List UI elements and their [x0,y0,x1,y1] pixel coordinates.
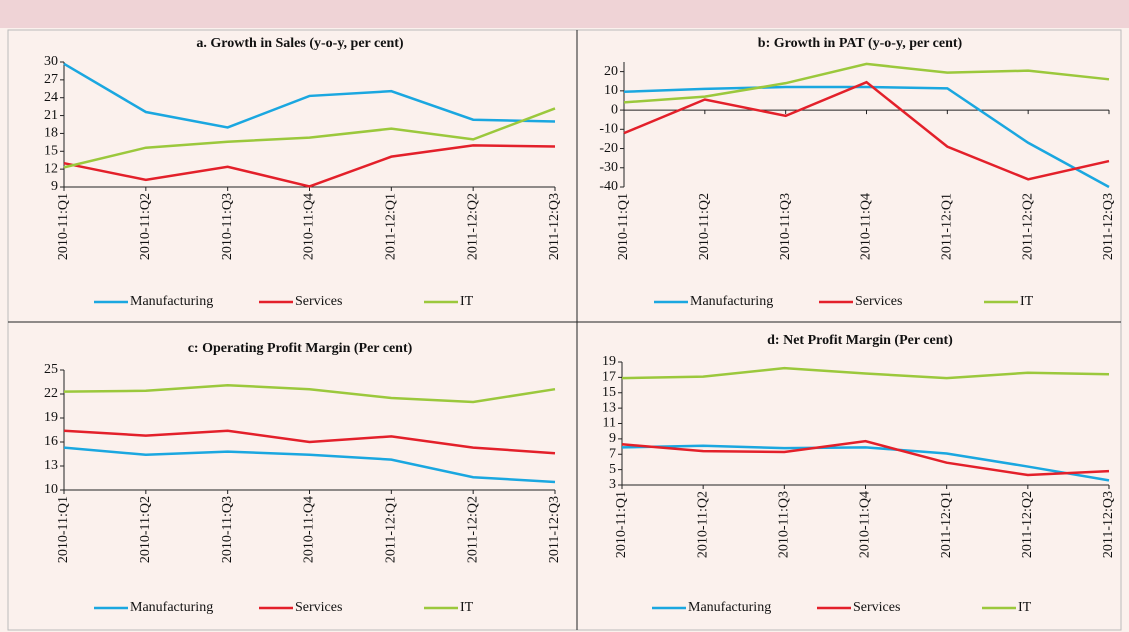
x-tick-label: 2011-12:Q3 [547,496,562,563]
x-tick-label: 2010-11:Q1 [56,193,71,260]
series-line [623,85,1110,189]
legend-label: IT [1018,600,1032,615]
y-tick-label: 10 [44,482,58,497]
chart-title: a. Growth in Sales (y-o-y, per cent) [196,36,403,51]
x-tick-label: 2010-11:Q4 [858,491,873,558]
y-tick-label: 24 [44,90,58,105]
y-tick-label: 11 [603,416,616,431]
x-tick-label: 2011-12:Q2 [465,193,480,260]
series-line [63,62,556,129]
x-tick-label: 2010-11:Q2 [697,193,712,260]
legend-label: Manufacturing [130,294,213,309]
chart-title: d: Net Profit Margin (Per cent) [767,333,953,348]
legend-label: Services [853,600,900,615]
y-tick-label: 0 [611,102,618,117]
x-tick-label: 2011-12:Q3 [1101,491,1116,558]
y-tick-label: 12 [44,161,58,176]
header-band [0,0,1129,28]
x-tick-label: 2010-11:Q4 [302,193,317,260]
y-tick-label: 7 [609,446,616,461]
x-tick-label: 2011-12:Q1 [940,193,955,260]
x-tick-label: 2010-11:Q1 [56,496,71,563]
y-tick-label: 13 [44,458,58,473]
y-tick-label: 9 [51,179,58,194]
x-tick-label: 2010-11:Q1 [614,491,629,558]
x-tick-label: 2011-12:Q1 [384,496,399,563]
y-tick-label: 9 [609,431,616,446]
series-line [63,429,556,455]
y-tick-label: -20 [599,141,618,156]
x-tick-label: 2011-12:Q1 [384,193,399,260]
series-line [63,144,556,188]
x-tick-label: 2011-12:Q2 [1020,491,1035,558]
y-tick-label: -10 [599,122,618,137]
y-tick-label: 19 [602,354,616,369]
series-line [621,444,1110,482]
y-tick-label: 22 [44,386,58,401]
legend-label: Services [295,294,342,309]
x-tick-label: 2010-11:Q1 [616,193,631,260]
y-tick-label: -30 [599,160,618,175]
series-line [621,439,1110,477]
y-tick-label: 17 [602,370,616,385]
x-tick-label: 2011-12:Q3 [547,193,562,260]
legend-label: Manufacturing [690,294,773,309]
y-tick-label: 18 [44,126,58,141]
y-tick-label: 3 [609,477,616,492]
y-tick-label: 27 [44,72,58,87]
legend-label: Services [855,294,902,309]
y-tick-label: 10 [604,83,618,98]
chart-title: c: Operating Profit Margin (Per cent) [188,341,413,356]
x-tick-label: 2011-12:Q2 [1020,193,1035,260]
series-line [621,366,1110,380]
y-tick-label: 21 [44,108,58,123]
y-tick-label: 5 [609,462,616,477]
x-tick-label: 2011-12:Q1 [939,491,954,558]
series-line [63,107,556,169]
y-tick-label: -40 [599,179,618,194]
x-tick-label: 2010-11:Q3 [220,193,235,260]
x-tick-label: 2010-11:Q2 [138,496,153,563]
x-tick-label: 2011-12:Q3 [1101,193,1116,260]
y-tick-label: 13 [602,400,616,415]
legend-label: Services [295,600,342,615]
series-line [623,80,1110,181]
y-tick-label: 19 [44,410,58,425]
x-tick-label: 2010-11:Q2 [138,193,153,260]
x-tick-label: 2010-11:Q4 [859,193,874,260]
x-tick-label: 2010-11:Q2 [695,491,710,558]
y-tick-label: 25 [44,362,58,377]
frame [7,29,1122,631]
x-tick-label: 2011-12:Q2 [465,496,480,563]
legend-label: Manufacturing [688,600,771,615]
y-tick-label: 20 [604,64,618,79]
y-tick-label: 15 [602,385,616,400]
x-tick-label: 2010-11:Q3 [220,496,235,563]
chart-title: b: Growth in PAT (y-o-y, per cent) [758,36,963,51]
y-tick-label: 16 [44,434,58,449]
y-tick-label: 15 [44,144,58,159]
series-line [63,446,556,484]
series-line [63,383,556,404]
x-tick-label: 2010-11:Q3 [778,193,793,260]
legend-label: IT [1020,294,1034,309]
series-line [623,62,1110,104]
legend-label: IT [460,600,474,615]
x-tick-label: 2010-11:Q3 [777,491,792,558]
y-tick-label: 30 [44,54,58,69]
legend-label: Manufacturing [130,600,213,615]
x-tick-label: 2010-11:Q4 [302,496,317,563]
legend-label: IT [460,294,474,309]
